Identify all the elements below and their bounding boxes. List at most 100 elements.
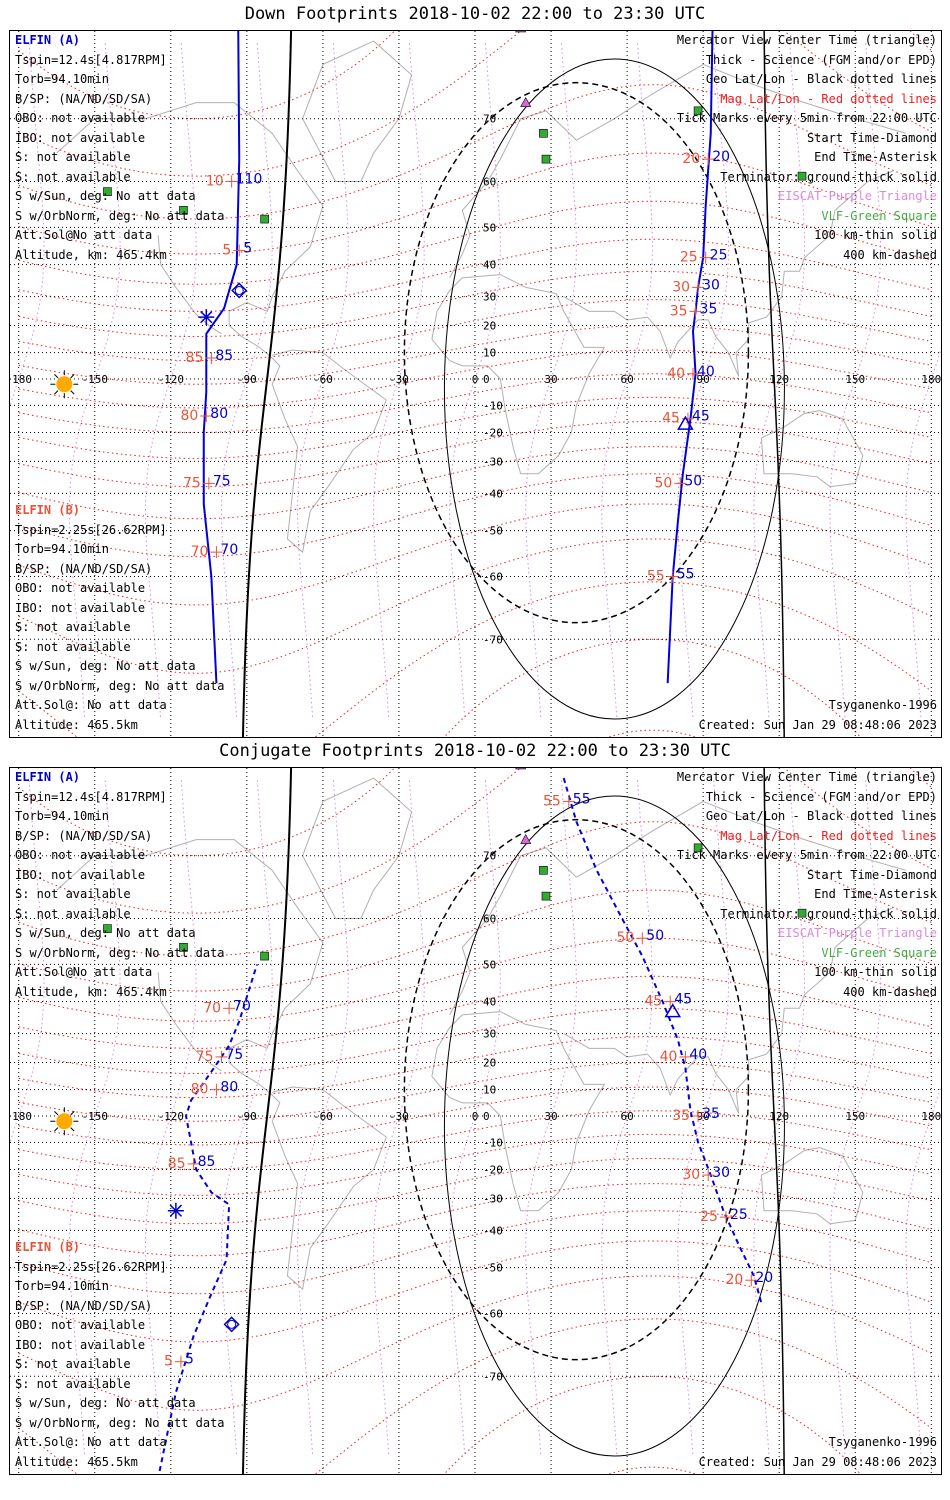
lat-label: -50 [483, 525, 503, 538]
lat-label: -20 [483, 1163, 503, 1176]
elfin-name: ELFIN (A) [15, 33, 81, 47]
panel-title-down: Down Footprints 2018-10-02 22:00 to 23:3… [244, 4, 706, 24]
eiscat-triangle-icon [520, 96, 532, 107]
info-line: S: not available [15, 150, 131, 164]
info-line: S: not available [15, 906, 131, 921]
start-diamond-icon [231, 282, 248, 299]
info-line: Altitude: 465.5km [15, 1454, 138, 1469]
info-line: Altitude, km: 465.4km [15, 984, 167, 999]
info-line: S: not available [15, 1376, 131, 1391]
vlf-square-icon [260, 214, 269, 224]
lon-label: -180 [10, 1110, 32, 1123]
info-line: Torb=94.10min [15, 1279, 109, 1293]
elfin-b-track: 55 55 50 50 45 45 40 40 35 35 30 30 25 25 20 20 [543, 777, 773, 1304]
tick-label-a: 45 [674, 992, 692, 1008]
model-and-created: Tsyganenko-1996 Created: Sun Jan 29 08:48… [699, 696, 937, 735]
vlf-square-icon [797, 908, 807, 918]
info-line: S w/Sun, deg: No att data [15, 926, 196, 940]
lat-label: -40 [483, 1224, 503, 1237]
lat-label: 10 [483, 1084, 496, 1097]
vlf-square-icon [797, 171, 807, 181]
tick-label-a: 70 [233, 998, 251, 1014]
lat-label: 0 [483, 1110, 490, 1123]
axis-labels: -180 -150 -120 -90 -60 -30 0 30 60 90 120 150 180 70 6… [10, 113, 941, 647]
terminator [241, 31, 785, 737]
lon-label: 120 [769, 373, 789, 386]
tick-label-b: 50 [616, 930, 634, 946]
mag-meridians [10, 41, 941, 717]
info-line: Tspin=2.25s[26.62RPM] [15, 1259, 167, 1274]
lat-label: -20 [483, 426, 503, 439]
legend-line: End Time-Asterisk [814, 150, 937, 164]
legend-line: Mercator View Center Time (triangle) [676, 770, 937, 784]
info-line: S: not available [15, 887, 131, 901]
lat-label: 40 [483, 259, 496, 272]
legend-line: 100 km-thin solid [814, 228, 937, 242]
legend-line: Geo Lat/Lon - Black dotted lines [705, 809, 937, 823]
vlf-square-icon [260, 951, 269, 961]
elfin-a-info: ELFIN (A) Tspin=12.4s[4.817RPM] Torb=94.10… [15, 768, 225, 1002]
lon-label: 60 [620, 373, 633, 386]
tick-label-a: 80 [210, 406, 228, 422]
coastlines [56, 40, 907, 554]
lon-label: 60 [620, 1110, 633, 1123]
info-line: Att.Sol@: No att data [15, 698, 167, 712]
tick-label-b: 80 [180, 408, 198, 424]
vlf-square-icon [179, 943, 188, 952]
end-asterisk-icon [198, 309, 215, 326]
center-triangle-icon [677, 415, 694, 430]
vlf-square-icon [541, 891, 551, 901]
time-markers [198, 282, 694, 430]
elfin-name: ELFIN (B) [15, 503, 81, 517]
tick-label-b: 80 [191, 1082, 209, 1098]
tick-label-a: 75 [213, 473, 231, 489]
legend-line: Terminator: ground-thick solid [720, 906, 937, 921]
info-line: IBO: not available [15, 130, 146, 145]
eiscat-triangle-icon [515, 31, 527, 33]
tick-label-a: 50 [646, 928, 664, 944]
tick-label-a: 55 [677, 567, 695, 583]
tick-label-b: 70 [191, 544, 209, 560]
vlf-square-icon [539, 129, 548, 138]
info-line: Altitude: 465.5km [15, 717, 138, 732]
created-timestamp: Created: Sun Jan 29 08:48:06 2023 [698, 1454, 937, 1469]
legend-line: Mag Lat/Lon - Red dotted lines [720, 828, 937, 843]
info-line: OBO: not available [15, 848, 146, 862]
tick-label-a: 30 [712, 1165, 730, 1181]
tick-label-a: 40 [689, 1047, 707, 1063]
tick-label-b: 5 [164, 1354, 173, 1370]
elfin-a-track: 5 5 85 85 80 80 75 75 70 70 [157, 964, 258, 1474]
elfin-a-track: 10 110 5 5 85 85 80 80 75 75 70 70 [180, 31, 262, 684]
vlf-square-icon [179, 206, 188, 215]
tick-label-b: 25 [680, 250, 698, 266]
eiscat-triangle-icon [520, 833, 532, 844]
lat-label: -10 [483, 399, 503, 412]
lat-label: 10 [483, 347, 496, 360]
lat-label: -70 [483, 633, 503, 646]
info-line: Tspin=12.4s[4.817RPM] [15, 52, 167, 67]
legend-line: EISCAT-Purple Triangle [778, 926, 937, 940]
info-line: S: not available [15, 620, 131, 634]
model-and-created: Tsyganenko-1996 Created: Sun Jan 29 08:48… [699, 1433, 937, 1472]
lat-label: 50 [483, 221, 496, 234]
elfin-b-info: ELFIN (B) Tspin=2.25s[26.62RPM] Torb=94.10… [15, 501, 225, 735]
elfin-name: ELFIN (A) [15, 770, 81, 784]
lat-label: 20 [483, 1057, 496, 1070]
info-line: Torb=94.10min [15, 809, 109, 823]
tick-label-b: 35 [672, 1108, 690, 1124]
legend-line: 400 km-dashed [843, 247, 937, 262]
legend-line: End Time-Asterisk [814, 887, 937, 901]
tick-label-b: 20 [682, 151, 700, 167]
lat-label: 50 [483, 958, 496, 971]
tick-label-b: 55 [543, 793, 561, 809]
tick-label-b: 55 [647, 569, 665, 585]
tick-label-b: 75 [183, 475, 201, 491]
lat-label: -60 [483, 1308, 503, 1321]
tick-label-a: 85 [198, 1154, 216, 1170]
lon-label: -60 [313, 373, 333, 386]
tick-label-b: 85 [168, 1156, 186, 1172]
tick-label-a: 20 [712, 149, 730, 165]
info-line: S w/OrbNorm, deg: No att data [15, 1415, 225, 1430]
lon-label: 150 [845, 373, 865, 386]
